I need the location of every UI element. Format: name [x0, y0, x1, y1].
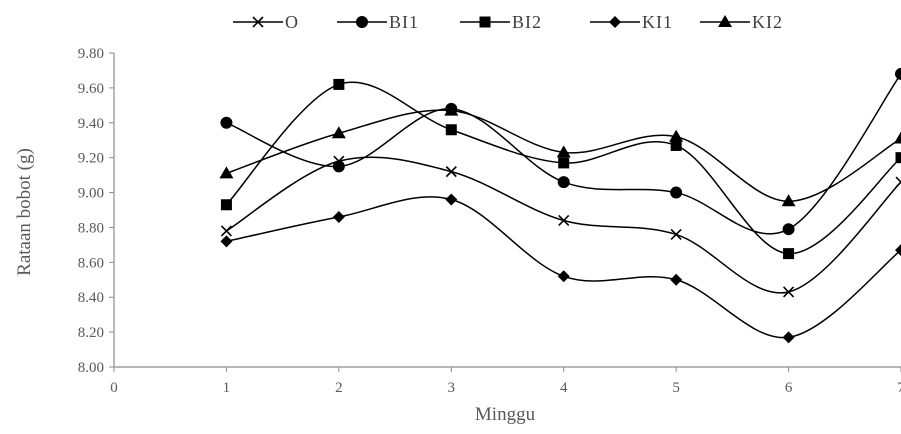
data-point — [220, 116, 233, 129]
series-ki1 — [220, 193, 901, 344]
data-point — [783, 248, 795, 260]
y-tick-label: 9.00 — [78, 186, 104, 202]
legend-marker — [609, 16, 621, 28]
data-point — [220, 235, 233, 248]
data-point — [895, 67, 901, 80]
legend: O BI1 BI2 KI1 KI2 — [233, 12, 783, 32]
data-point — [669, 129, 684, 142]
x-tick-label: 1 — [223, 380, 231, 396]
data-point — [895, 152, 901, 164]
data-point — [445, 124, 457, 136]
legend-marker — [252, 16, 264, 28]
data-point — [670, 186, 683, 199]
y-tick-label: 8.20 — [78, 325, 104, 341]
y-tick-label: 9.40 — [78, 116, 104, 132]
data-point — [670, 273, 683, 286]
data-point — [445, 193, 458, 206]
series-layer — [219, 67, 901, 344]
data-point — [556, 145, 571, 158]
y-tick-label: 9.80 — [78, 46, 104, 62]
data-point — [894, 131, 901, 144]
data-point — [332, 210, 345, 223]
series-ki2 — [219, 103, 901, 207]
x-tick-label: 2 — [335, 380, 343, 396]
x-tick-label: 0 — [110, 380, 118, 396]
x-axis-title: Minggu — [475, 404, 536, 425]
data-point — [445, 166, 457, 178]
data-point — [333, 78, 345, 90]
y-tick-label: 9.20 — [78, 151, 104, 167]
data-point — [895, 244, 901, 257]
data-point — [558, 214, 570, 227]
data-point — [558, 157, 570, 169]
legend-marker — [356, 16, 368, 28]
y-tick-label: 8.60 — [78, 255, 104, 271]
data-point — [331, 126, 346, 139]
y-axis-title: Rataan bobot (g) — [14, 148, 35, 276]
x-tick-label: 7 — [897, 380, 901, 396]
legend-label: BI2 — [512, 12, 542, 32]
axes: 8.00 8.20 8.40 8.60 8.80 9.00 9.20 9.40 9.60 9.80… — [78, 46, 901, 396]
legend-item-ki2: KI2 — [700, 12, 783, 32]
data-point — [220, 225, 232, 237]
data-point — [895, 176, 901, 188]
data-point — [783, 286, 795, 298]
legend-marker — [479, 16, 491, 28]
legend-item-bi1: BI1 — [337, 12, 419, 32]
y-tick-label: 9.60 — [78, 81, 104, 97]
legend-label: O — [285, 12, 299, 32]
series-bi2 — [220, 78, 901, 260]
x-tick-label: 3 — [448, 380, 456, 396]
y-tick-label: 8.00 — [78, 360, 104, 376]
legend-label: BI1 — [389, 12, 419, 32]
data-point — [670, 228, 682, 240]
legend-item-ki1: KI1 — [590, 12, 673, 32]
y-tick-label: 8.80 — [78, 220, 104, 236]
legend-item-o: O — [233, 12, 299, 32]
data-point — [444, 103, 459, 116]
data-point — [782, 223, 795, 236]
y-tick-label: 8.40 — [78, 290, 104, 306]
data-point — [332, 160, 345, 173]
x-tick-label: 4 — [560, 380, 568, 396]
series-line — [226, 196, 901, 339]
legend-label: KI2 — [752, 12, 783, 32]
legend-marker — [718, 15, 732, 27]
x-tick-label: 5 — [672, 380, 680, 396]
data-point — [557, 176, 570, 189]
legend-item-bi2: BI2 — [460, 12, 542, 32]
data-point — [220, 199, 232, 211]
data-point — [557, 270, 570, 283]
legend-label: KI1 — [642, 12, 673, 32]
data-point — [782, 331, 795, 344]
x-tick-label: 6 — [785, 380, 793, 396]
data-point — [670, 139, 682, 151]
data-point — [219, 166, 234, 179]
data-point — [781, 194, 796, 207]
